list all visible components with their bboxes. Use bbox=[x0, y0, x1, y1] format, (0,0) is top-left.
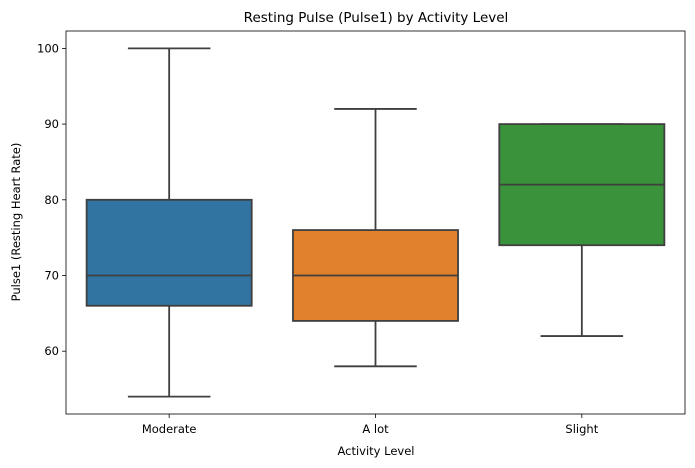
box-3 bbox=[498, 123, 666, 337]
chart-title: Resting Pulse (Pulse1) by Activity Level bbox=[244, 10, 509, 26]
box-2 bbox=[292, 108, 459, 368]
box-rect bbox=[85, 198, 253, 307]
y-tick-label: 100 bbox=[37, 41, 59, 55]
x-tick-label: Slight bbox=[565, 422, 598, 436]
y-tick-label: 90 bbox=[44, 117, 59, 131]
x-tick-label: A lot bbox=[362, 422, 389, 436]
y-tick-label: 70 bbox=[44, 268, 59, 282]
box-1 bbox=[85, 47, 253, 398]
plot-area bbox=[85, 47, 666, 398]
y-tick-label: 80 bbox=[44, 193, 59, 207]
x-tick-label: Moderate bbox=[142, 422, 197, 436]
y-axis: 60 70 80 90 100 bbox=[37, 41, 66, 358]
y-tick-label: 60 bbox=[44, 344, 59, 358]
x-axis: Moderate A lot Slight bbox=[142, 414, 599, 436]
y-axis-label: Pulse1 (Resting Heart Rate) bbox=[9, 143, 23, 302]
x-axis-label: Activity Level bbox=[337, 444, 414, 458]
